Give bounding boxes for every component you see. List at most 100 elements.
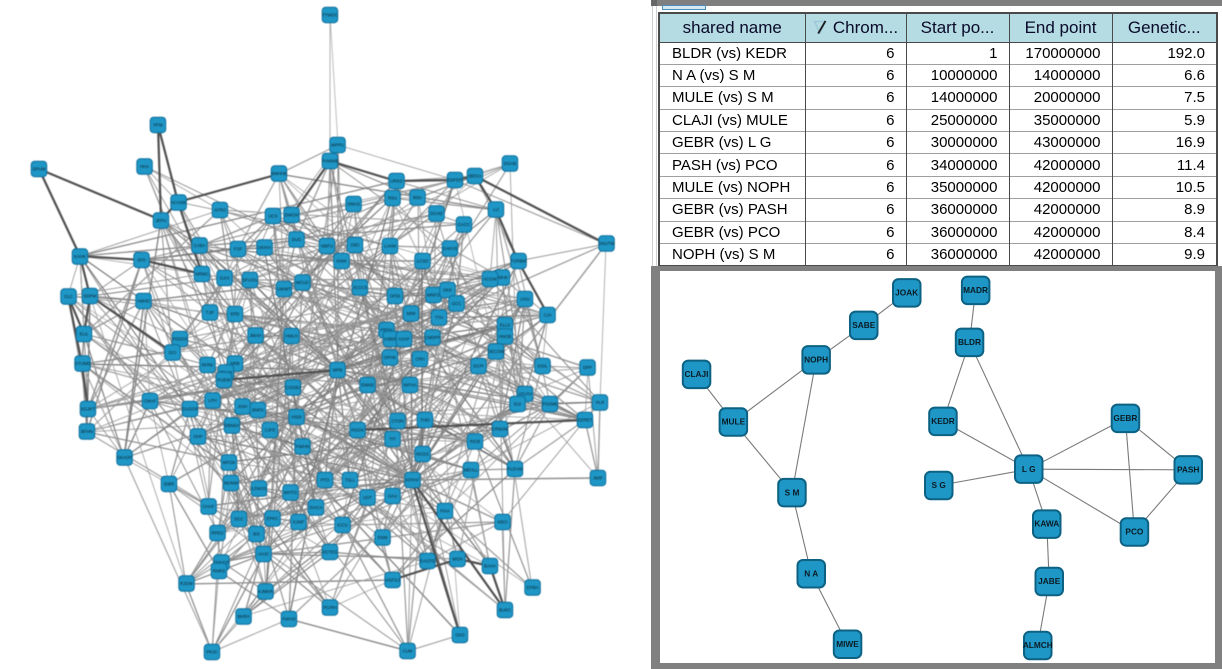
svg-text:DWGN: DWGN [285, 213, 299, 218]
svg-text:GCI: GCI [169, 350, 177, 355]
svg-text:JCCCS: JCCCS [353, 285, 367, 290]
svg-text:RFRK: RFRK [202, 363, 214, 368]
svg-text:ONUTW: ONUTW [598, 241, 615, 246]
svg-text:BUKC: BUKC [499, 608, 511, 613]
svg-text:BFHN: BFHN [81, 429, 93, 434]
svg-text:DPP: DPP [583, 365, 592, 370]
svg-text:FWHO: FWHO [282, 617, 296, 622]
svg-text:RPEG: RPEG [211, 531, 224, 536]
svg-text:ELLS: ELLS [500, 323, 511, 328]
svg-text:DCPI: DCPI [473, 364, 483, 369]
svg-text:TIT: TIT [389, 437, 396, 442]
svg-text:CRH: CRH [415, 357, 424, 362]
svg-text:DGAB: DGAB [504, 161, 516, 166]
svg-text:CJA: CJA [543, 313, 551, 318]
svg-text:GJAI: GJAI [220, 276, 230, 281]
svg-text:OHUCP: OHUCP [214, 560, 230, 565]
svg-text:ELIL: ELIL [80, 332, 89, 337]
svg-text:UKIHA: UKIHA [258, 245, 271, 250]
svg-text:JWIF: JWIF [593, 476, 603, 481]
svg-text:PLEHW: PLEHW [507, 467, 523, 472]
svg-text:EMKB: EMKB [361, 383, 373, 388]
svg-text:RNRS: RNRS [213, 569, 225, 574]
svg-text:HJAP: HJAP [399, 337, 410, 342]
svg-text:PCIRH: PCIRH [323, 605, 336, 610]
svg-text:MULE: MULE [722, 417, 746, 427]
svg-text:HSDI: HSDI [291, 415, 301, 420]
svg-text:DCTEG: DCTEG [322, 550, 338, 555]
svg-text:LKIU: LKIU [520, 297, 530, 302]
svg-text:MADR: MADR [963, 285, 988, 295]
svg-text:UCS: UCS [268, 214, 277, 219]
svg-text:IBEOA: IBEOA [468, 174, 481, 179]
svg-text:CLC: CLC [64, 294, 73, 299]
svg-text:ATLFH: ATLFH [518, 392, 531, 397]
svg-text:EFBH: EFBH [527, 585, 538, 590]
svg-text:COGBJ: COGBJ [286, 385, 301, 390]
svg-text:HNOB: HNOB [499, 334, 512, 339]
svg-text:FGRBW: FGRBW [511, 259, 528, 264]
svg-text:THWWB: THWWB [322, 159, 339, 164]
svg-text:EPD: EPD [231, 312, 240, 317]
svg-text:KAHK: KAHK [74, 254, 86, 259]
svg-text:L G: L G [1022, 464, 1036, 474]
svg-text:CLAJI: CLAJI [685, 369, 709, 379]
svg-text:DFUOU: DFUOU [242, 278, 257, 283]
svg-text:WPB: WPB [333, 368, 343, 373]
svg-text:DCC: DCC [234, 517, 243, 522]
svg-text:FRDH: FRDH [381, 328, 393, 333]
svg-text:OPHK: OPHK [384, 355, 396, 360]
svg-text:CJFE: CJFE [265, 428, 276, 433]
svg-text:GKD: GKD [455, 633, 464, 638]
svg-text:RJGW: RJGW [180, 581, 194, 586]
svg-text:DCHD: DCHD [430, 211, 442, 216]
svg-text:AHJC: AHJC [258, 552, 269, 557]
svg-text:PUEW: PUEW [218, 378, 232, 383]
svg-text:WPPU: WPPU [331, 143, 344, 148]
svg-text:DUG: DUG [292, 237, 302, 242]
svg-text:WOH: WOH [452, 557, 463, 562]
svg-text:TSLL: TSLL [345, 478, 356, 483]
svg-text:TJIF: TJIF [206, 310, 215, 315]
svg-text:FIWHN: FIWHN [295, 444, 309, 449]
svg-text:SAKHS: SAKHS [443, 246, 458, 251]
svg-text:MIW: MIW [407, 311, 417, 316]
svg-text:PTO: PTO [321, 478, 330, 483]
svg-text:OFDI: OFDI [390, 294, 400, 299]
svg-text:KNW: KNW [336, 259, 347, 264]
svg-text:UWWT: UWWT [277, 287, 291, 292]
svg-text:BNFK: BNFK [252, 408, 264, 413]
svg-text:KJMKR: KJMKR [258, 589, 273, 594]
svg-text:DGIL: DGIL [537, 364, 548, 369]
svg-text:OIEI: OIEI [351, 243, 360, 248]
svg-text:OKK: OKK [443, 288, 452, 293]
svg-text:EERET: EERET [578, 418, 593, 423]
svg-text:RSGN: RSGN [351, 428, 363, 433]
svg-text:CMAF: CMAF [144, 399, 157, 404]
svg-text:CMDPP: CMDPP [425, 335, 441, 340]
svg-text:WFHA: WFHA [404, 383, 417, 388]
svg-text:TTWOC: TTWOC [322, 13, 338, 18]
svg-text:GEBR: GEBR [1113, 413, 1137, 423]
svg-text:CRMJW: CRMJW [492, 427, 509, 432]
svg-text:JMHK: JMHK [496, 275, 508, 280]
svg-text:PSSME: PSSME [542, 402, 557, 407]
svg-text:KJNP: KJNP [293, 520, 304, 525]
svg-text:ICCU: ICCU [337, 523, 348, 528]
svg-text:KFPAF: KFPAF [406, 478, 420, 483]
svg-text:ALMCH: ALMCH [1023, 640, 1053, 650]
svg-text:ENM: ENM [378, 535, 388, 540]
svg-text:BAHA: BAHA [484, 564, 496, 569]
svg-text:WCUC: WCUC [296, 280, 309, 285]
svg-text:OHP: OHP [193, 434, 202, 439]
svg-text:NOPH: NOPH [804, 354, 828, 364]
svg-text:GAU: GAU [388, 494, 397, 499]
svg-text:PCO: PCO [1125, 527, 1144, 537]
svg-text:GUGGP: GUGGP [182, 407, 198, 412]
svg-text:GKAOP: GKAOP [117, 455, 132, 460]
svg-text:PDDOS: PDDOS [172, 337, 187, 342]
svg-text:JEPU: JEPU [156, 218, 167, 223]
svg-text:LPH: LPH [208, 398, 216, 403]
svg-text:PRJC: PRJC [206, 650, 217, 655]
svg-text:CTON: CTON [391, 419, 403, 424]
